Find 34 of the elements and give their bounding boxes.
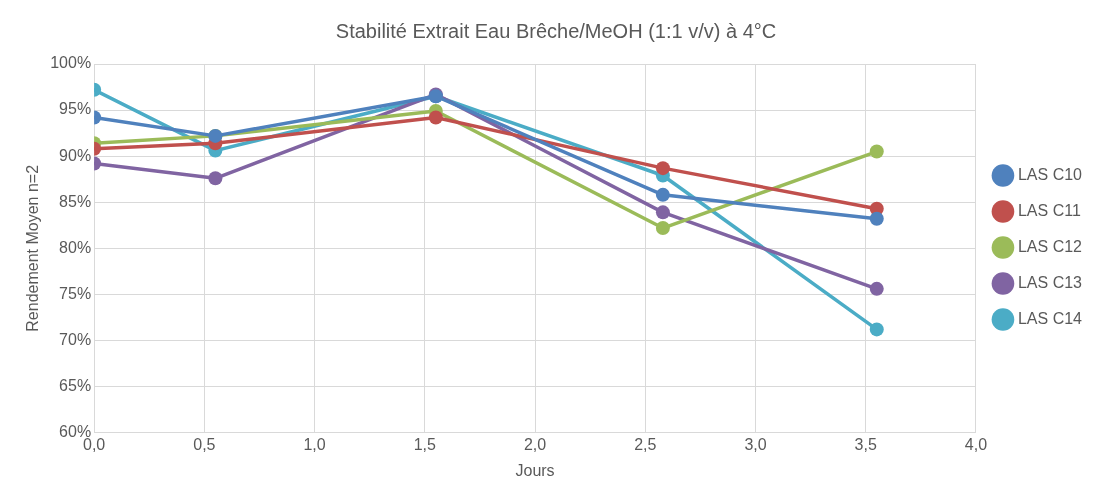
point	[869, 281, 884, 296]
point	[655, 161, 670, 176]
point	[869, 322, 884, 337]
point	[208, 171, 223, 186]
point	[428, 110, 443, 125]
chart-title: Stabilité Extrait Eau Brêche/MeOH (1:1 v/v) à 4°C	[335, 19, 777, 42]
y-tick-label: 85%	[59, 192, 92, 210]
legend-label: LAS C13	[1017, 273, 1083, 291]
point	[655, 187, 670, 202]
x-tick-label: 1,5	[413, 435, 437, 453]
x-tick-label: 3,5	[854, 435, 877, 453]
x-tick-label: 3,0	[744, 435, 767, 453]
y-tick-label: 95%	[59, 100, 92, 118]
y-tick-label: 90%	[59, 146, 92, 164]
x-tick-label: 2,5	[634, 435, 657, 453]
x-tick-label: 1,0	[303, 435, 326, 453]
x-tick-label: 4,0	[964, 435, 988, 453]
y-axis-title: Rendement Moyen n=2	[24, 164, 42, 332]
x-axis-title: Jours	[515, 461, 555, 479]
x-tick-label: 0,5	[193, 435, 216, 453]
point	[655, 205, 670, 220]
y-tick-label: 65%	[59, 376, 92, 394]
point	[869, 211, 884, 226]
x-tick-label: 2,0	[523, 435, 547, 453]
y-tick-label: 100%	[50, 54, 92, 72]
legend-label: LAS C12	[1017, 237, 1083, 255]
legend-label: LAS C14	[1017, 309, 1083, 327]
legend-label: LAS C11	[1017, 201, 1081, 219]
y-tick-label: 75%	[59, 284, 92, 302]
y-tick-label: 80%	[59, 238, 92, 256]
point	[869, 144, 884, 159]
y-tick-label: 70%	[59, 330, 92, 348]
legend-label: LAS C10	[1017, 165, 1083, 183]
point	[655, 221, 670, 236]
